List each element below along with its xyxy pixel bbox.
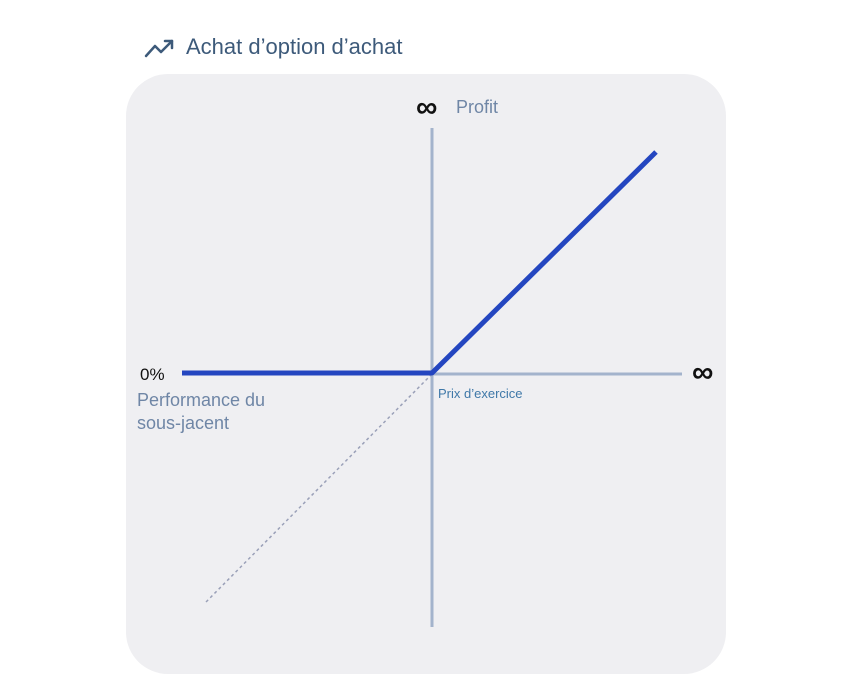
title: Achat d’option d’achat <box>186 34 403 59</box>
y-axis-label: Profit <box>456 97 499 117</box>
x-axis-start: 0% <box>140 365 165 384</box>
y-axis-symbol: ∞ <box>416 91 438 124</box>
payoff-line <box>182 150 658 376</box>
x-axis-label: Performance du sous-jacent <box>137 390 266 433</box>
strike-label: Prix d’exercice <box>438 386 523 401</box>
trend-icon <box>144 39 174 58</box>
x-axis-end: ∞ <box>692 356 714 389</box>
